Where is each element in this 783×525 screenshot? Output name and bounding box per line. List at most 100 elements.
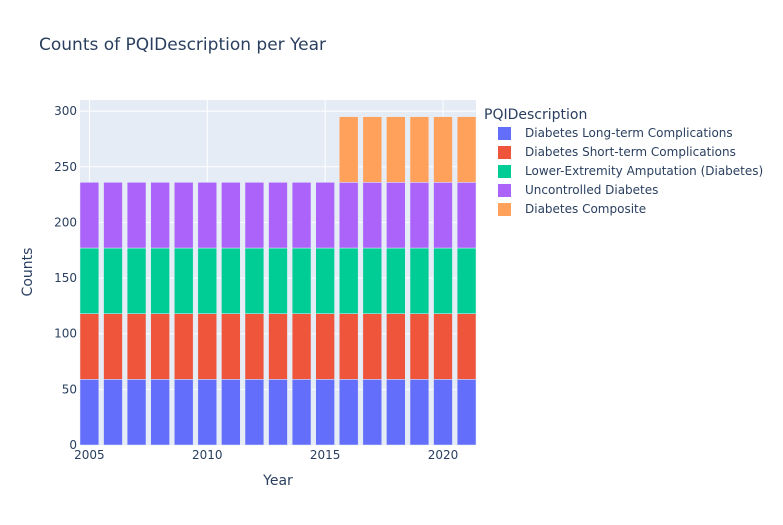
legend-label: Diabetes Composite [525, 202, 646, 216]
bar-segment-series-1 [103, 313, 123, 380]
bar-segment-series-1 [150, 313, 170, 380]
bar-segment-series-2 [221, 247, 241, 314]
bar-segment-series-1 [315, 313, 335, 380]
y-tick-label: 0 [69, 438, 77, 452]
y-axis-title: Counts [20, 248, 36, 297]
bar-segment-series-3 [433, 182, 453, 249]
bar-segment-series-3 [268, 182, 288, 249]
bar-segment-series-0 [315, 379, 335, 446]
bar-segment-series-3 [456, 182, 477, 249]
x-axis-title: Year [262, 473, 293, 489]
bar-segment-series-1 [362, 313, 382, 380]
bar-segment-series-2 [291, 247, 312, 314]
bar-segment-series-2 [339, 247, 359, 314]
bar-segment-series-0 [362, 379, 382, 446]
bar-segment-series-0 [268, 379, 288, 446]
y-tick-label: 200 [54, 215, 77, 229]
bar-segment-series-1 [456, 313, 477, 380]
bar-segment-series-0 [456, 379, 477, 446]
bar-segment-series-1 [339, 313, 359, 380]
x-tick-label: 2010 [192, 448, 223, 462]
y-axis-ticks: 0 50 100 150 200 250 300 [54, 104, 77, 452]
bar-segment-series-2 [103, 247, 123, 314]
bar-segment-series-0 [409, 379, 430, 446]
bar-segment-series-3 [221, 182, 241, 249]
y-tick-label: 150 [54, 271, 77, 285]
legend-label: Uncontrolled Diabetes [525, 183, 658, 197]
bar-segment-series-0 [386, 379, 406, 446]
x-tick-label: 2005 [74, 448, 105, 462]
legend-swatch [498, 203, 511, 216]
bar-segment-series-0 [174, 379, 194, 446]
bar-segment-series-2 [174, 247, 194, 314]
legend: PQIDescription Diabetes Long-term Compli… [484, 107, 763, 216]
bar-segment-series-1 [268, 313, 288, 380]
bar-segment-series-3 [362, 182, 382, 249]
x-tick-label: 2020 [428, 448, 459, 462]
y-tick-label: 300 [54, 104, 77, 118]
x-axis-ticks: 2005 2010 2015 2020 [74, 448, 458, 462]
bar-segment-series-3 [174, 182, 194, 249]
x-tick-label: 2015 [310, 448, 341, 462]
bar-segment-series-3 [79, 182, 100, 249]
bar-segment-series-1 [221, 313, 241, 380]
bar-segment-series-1 [291, 313, 312, 380]
bar-segment-series-4 [409, 116, 430, 183]
bar-segment-series-1 [174, 313, 194, 380]
bar-segment-series-2 [244, 247, 265, 314]
bar-segment-series-0 [221, 379, 241, 446]
bar-segment-series-3 [291, 182, 312, 249]
legend-swatch [498, 165, 511, 178]
legend-items: Diabetes Long-term Complications Diabetes… [498, 126, 763, 216]
bar-segment-series-4 [339, 116, 359, 183]
bar-segment-series-1 [126, 313, 147, 380]
chart-title: Counts of PQIDescription per Year [39, 35, 326, 55]
legend-swatch [498, 184, 511, 197]
bar-segment-series-3 [150, 182, 170, 249]
bar-segment-series-3 [315, 182, 335, 249]
bar-segment-series-0 [339, 379, 359, 446]
bar-segment-series-3 [244, 182, 265, 249]
legend-label: Diabetes Long-term Complications [525, 126, 733, 140]
bar-segment-series-0 [197, 379, 217, 446]
bar-segment-series-1 [409, 313, 430, 380]
bar-segment-series-2 [362, 247, 382, 314]
bars [79, 116, 477, 446]
bar-segment-series-4 [433, 116, 453, 183]
bar-segment-series-3 [409, 182, 430, 249]
bar-segment-series-4 [386, 116, 406, 183]
bar-segment-series-2 [386, 247, 406, 314]
bar-segment-series-1 [244, 313, 265, 380]
y-tick-label: 50 [62, 382, 77, 396]
bar-segment-series-2 [315, 247, 335, 314]
bar-segment-series-0 [103, 379, 123, 446]
y-tick-label: 100 [54, 327, 77, 341]
bar-segment-series-3 [103, 182, 123, 249]
y-tick-label: 250 [54, 160, 77, 174]
legend-swatch [498, 127, 511, 140]
bar-segment-series-3 [386, 182, 406, 249]
bar-segment-series-2 [268, 247, 288, 314]
bar-segment-series-2 [409, 247, 430, 314]
bar-segment-series-2 [433, 247, 453, 314]
bar-segment-series-1 [433, 313, 453, 380]
bar-segment-series-0 [150, 379, 170, 446]
bar-segment-series-3 [197, 182, 217, 249]
bar-segment-series-2 [150, 247, 170, 314]
bar-segment-series-2 [79, 247, 100, 314]
bar-segment-series-0 [291, 379, 312, 446]
bar-segment-series-0 [126, 379, 147, 446]
bar-segment-series-4 [362, 116, 382, 183]
bar-segment-series-4 [456, 116, 477, 183]
bar-segment-series-0 [433, 379, 453, 446]
bar-segment-series-1 [386, 313, 406, 380]
bar-segment-series-0 [244, 379, 265, 446]
bar-segment-series-1 [197, 313, 217, 380]
bar-segment-series-3 [339, 182, 359, 249]
bar-segment-series-3 [126, 182, 147, 249]
legend-label: Diabetes Short-term Complications [525, 145, 736, 159]
legend-title: PQIDescription [484, 107, 587, 123]
legend-swatch [498, 146, 511, 159]
bar-segment-series-2 [126, 247, 147, 314]
